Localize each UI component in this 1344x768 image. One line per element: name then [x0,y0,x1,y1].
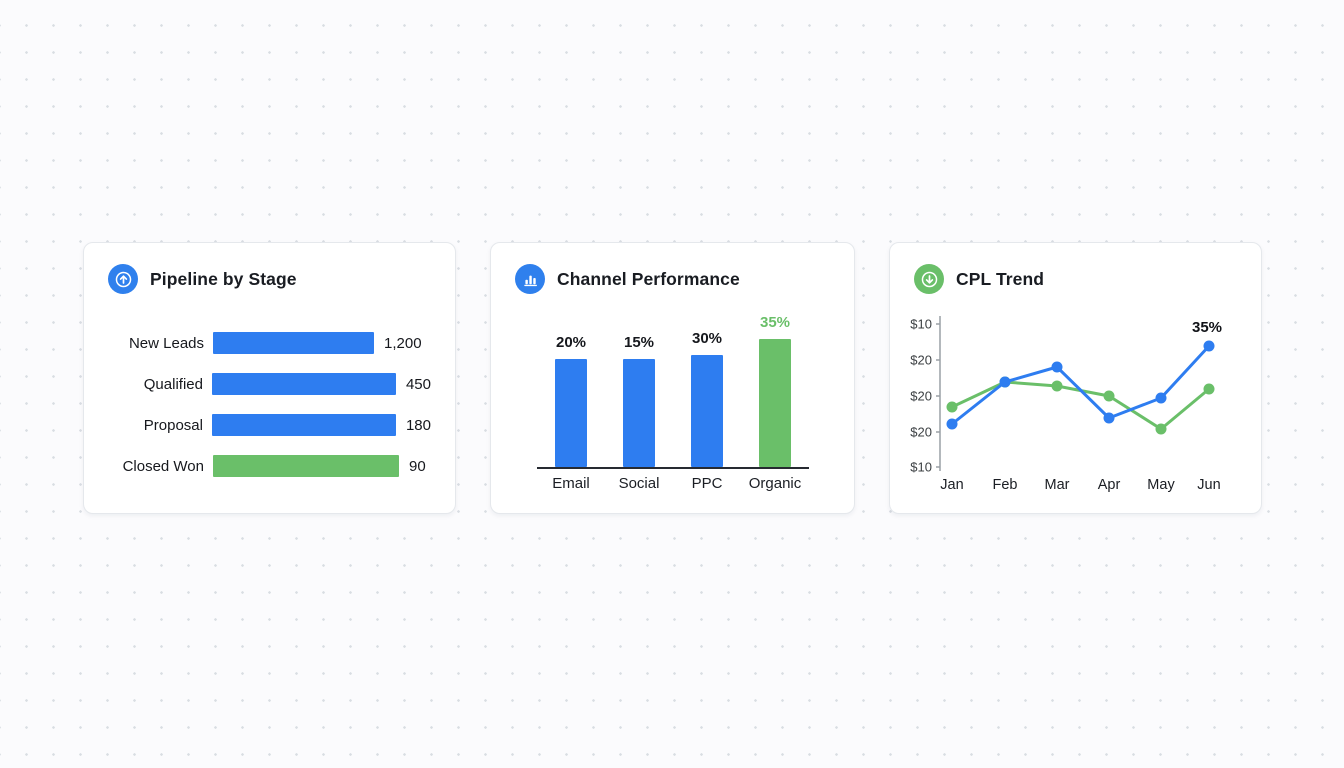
channel-axis-line [537,467,809,469]
cpl-blue-line [950,344,1211,426]
pipeline-bar [213,455,399,477]
pipeline-chart: New Leads 1,200 Qualified 450 Proposal 180 Clo… [108,332,431,477]
cards-row: Pipeline by Stage New Leads 1,200 Qualifie… [83,242,1262,514]
pipeline-bar [213,332,374,354]
pipeline-row: New Leads 1,200 [108,332,431,354]
pipeline-row: Qualified 450 [108,373,431,395]
pipeline-row-value: 450 [405,375,431,393]
channel-column: 35% [741,313,809,467]
channel-categories: Email Social PPC Organic [537,475,809,492]
x-tick-label: May [1147,477,1175,493]
y-tick-label: $10 [910,317,932,332]
channel-value-label: 30% [691,330,723,347]
pipeline-row-label: Qualified [143,375,203,393]
card-header: Channel Performance [515,263,830,295]
cpl-blue-point [1155,392,1167,404]
y-tick-label: $20 [910,353,932,368]
channel-value-label: 35% [759,314,791,331]
pipeline-row-label: Proposal [143,416,203,434]
channel-bar [555,359,587,467]
cpl-green-point [1051,380,1063,392]
cpl-blue-point [999,376,1011,388]
arrow-up-circle-icon [108,264,138,294]
cpl-blue-point [1103,412,1115,424]
pipeline-row: Closed Won 90 [108,455,431,477]
pipeline-row-label: New Leads [128,334,204,352]
channel-category-label: Email [552,475,590,492]
card-title: CPL Trend [956,268,1045,289]
card-header: CPL Trend [914,263,1237,295]
card-cpl-trend: CPL Trend $10 $20 $20 $20 $10 Jan Feb Mar Apr May… [889,242,1262,514]
y-tick-label: $10 [910,460,932,475]
y-tick-label: $20 [910,389,932,404]
channel-column: 20% [537,333,605,467]
cpl-blue-point [1051,361,1063,373]
channel-category-label: PPC [691,475,723,492]
cpl-green-point [1203,383,1215,395]
x-tick-label: Jun [1197,477,1220,493]
pipeline-row: Proposal 180 [108,414,431,436]
card-pipeline-by-stage: Pipeline by Stage New Leads 1,200 Qualifie… [83,242,456,514]
channel-bar [691,355,723,467]
channel-column: 30% [673,329,741,467]
card-title: Pipeline by Stage [150,268,297,289]
arrow-down-circle-icon [914,264,944,294]
card-channel-performance: Channel Performance 20% 15% 30% 35% Email So… [490,242,855,514]
y-tick-label: $20 [910,425,932,440]
channel-chart: 20% 15% 30% 35% Email Social PPC Organic [537,313,809,492]
pipeline-row-label: Closed Won [122,457,204,475]
cpl-green-point [946,401,958,413]
pipeline-row-value: 90 [409,457,426,475]
x-tick-label: Feb [993,477,1018,493]
x-tick-label: Mar [1045,477,1070,493]
channel-bar [759,339,791,467]
card-header: Pipeline by Stage [108,263,431,295]
cpl-green-point [1155,423,1167,435]
bar-chart-icon [515,264,545,294]
pipeline-row-value: 1,200 [384,334,422,352]
cpl-green-point [1103,390,1115,402]
channel-value-label: 20% [555,334,587,351]
channel-category-label: Organic [748,475,802,492]
channel-bars: 20% 15% 30% 35% [537,313,809,467]
cpl-blue-point [1203,340,1215,352]
pipeline-bar [211,373,396,395]
channel-bar [623,359,655,467]
x-tick-label: Apr [1098,477,1121,493]
channel-value-label: 15% [623,334,655,351]
card-title: Channel Performance [557,268,740,289]
pipeline-bar [211,414,396,436]
channel-category-label: Social [618,475,660,492]
cpl-blue-point [946,418,958,430]
annotation-label: 35% [1192,319,1222,336]
channel-column: 15% [605,333,673,467]
cpl-line-chart: $10 $20 $20 $20 $10 Jan Feb Mar Apr May Jun 35% [910,316,1222,493]
x-tick-label: Jan [940,477,963,493]
pipeline-row-value: 180 [405,416,431,434]
